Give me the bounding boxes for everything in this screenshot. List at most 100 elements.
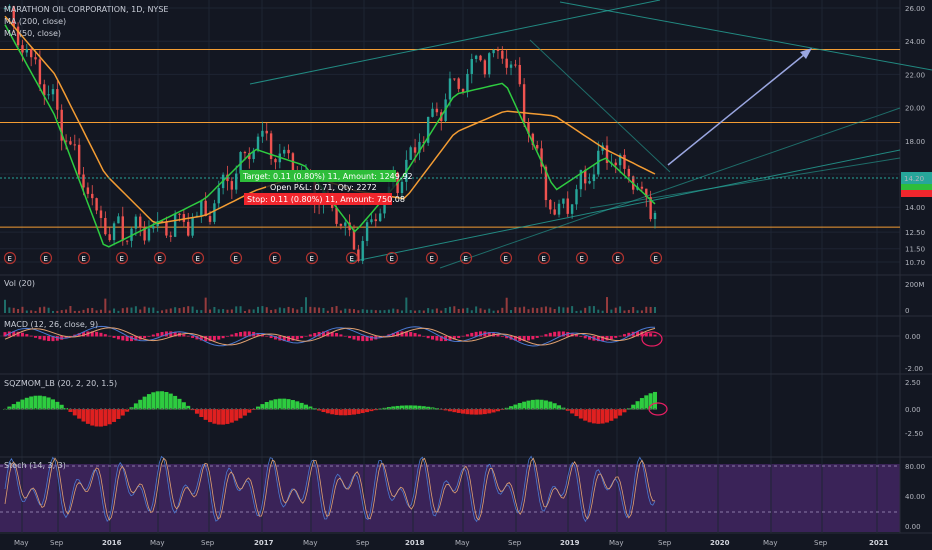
earnings-marker-icon[interactable] xyxy=(268,251,282,265)
squeeze-dot xyxy=(597,408,600,410)
squeeze-bar xyxy=(391,406,396,410)
earnings-marker-icon[interactable] xyxy=(499,251,513,265)
squeeze-bar xyxy=(304,404,309,410)
macd-hist-bar xyxy=(239,332,243,337)
volume-bar xyxy=(444,307,447,313)
earnings-marker-icon[interactable] xyxy=(305,251,319,265)
squeeze-bar xyxy=(365,409,370,413)
volume-bar xyxy=(440,310,443,313)
squeeze-bar xyxy=(351,409,356,415)
candle-body xyxy=(29,49,33,58)
time-axis-label: May xyxy=(150,539,164,547)
earnings-marker-label: E xyxy=(504,255,508,263)
time-axis[interactable]: May Sep 2016 May Sep 2017 May Sep 2018 May Sep 2019… xyxy=(14,539,889,547)
macd-hist-bar xyxy=(439,336,443,342)
volume-bar xyxy=(38,307,41,313)
macd-hist-bar xyxy=(82,332,86,337)
trend-lines[interactable] xyxy=(249,0,932,269)
squeeze-bar xyxy=(273,399,278,410)
volume-bar xyxy=(483,309,486,313)
squeeze-dot xyxy=(248,408,251,410)
squeeze-dot xyxy=(34,408,37,410)
lower-channel-line[interactable] xyxy=(349,149,901,263)
earnings-marker-icon[interactable] xyxy=(115,251,129,265)
candle-body xyxy=(77,144,81,175)
earnings-marker-icon[interactable] xyxy=(459,251,473,265)
wedge-lower-line[interactable] xyxy=(589,157,901,209)
macd-hist-bar xyxy=(221,336,225,339)
macd-hist-bar xyxy=(304,336,308,337)
earnings-marker-icon[interactable] xyxy=(77,251,91,265)
candle-body xyxy=(3,8,7,10)
squeeze-bar xyxy=(330,409,335,415)
macd-highlight-circle[interactable] xyxy=(641,331,663,347)
upper-channel-line[interactable] xyxy=(249,0,661,85)
earnings-marker-icon[interactable] xyxy=(385,251,399,265)
lower-channel-line-2[interactable] xyxy=(439,107,901,269)
squeeze-bar xyxy=(491,409,496,413)
squeeze-bar xyxy=(247,409,252,413)
volume-bar xyxy=(169,308,172,313)
trade-position[interactable]: Target: 0.11 (0.80%) 11, Amount: 1249.92… xyxy=(240,170,413,205)
earnings-marker-icon[interactable] xyxy=(191,251,205,265)
squeeze-dot xyxy=(178,408,181,410)
macd-axis-label: -2.00 xyxy=(905,365,923,373)
projection-arrow[interactable] xyxy=(667,48,812,166)
squeeze-dot xyxy=(505,408,508,410)
legend: MARATHON OIL CORPORATION, 1D, NYSE MA (2… xyxy=(4,5,168,470)
squeeze-highlight-circle[interactable] xyxy=(648,402,668,416)
squeeze-dot xyxy=(43,408,46,410)
macd-hist-bar xyxy=(352,336,356,340)
macd-hist-bar xyxy=(300,336,304,339)
macd-hist-bar xyxy=(339,334,343,337)
target-box[interactable] xyxy=(240,170,396,182)
squeeze-dot xyxy=(200,408,203,410)
stop-box[interactable] xyxy=(244,193,392,205)
earnings-marker-label: E xyxy=(120,255,124,263)
volume-bar xyxy=(649,306,652,313)
squeeze-bar xyxy=(513,404,518,410)
volume-bar xyxy=(435,308,438,313)
squeeze-dot xyxy=(222,408,225,410)
volume-bar xyxy=(562,307,565,313)
wedge-upper-line[interactable] xyxy=(529,39,671,173)
squeeze-bar xyxy=(229,409,234,423)
earnings-marker-icon[interactable] xyxy=(153,251,167,265)
earnings-marker-icon[interactable] xyxy=(39,251,53,265)
earnings-marker-icon[interactable] xyxy=(649,251,663,265)
volume-bar xyxy=(453,306,456,313)
earnings-marker-icon[interactable] xyxy=(345,251,359,265)
earnings-marker-icon[interactable] xyxy=(611,251,625,265)
macd-hist-bar xyxy=(474,331,478,337)
squeeze-bar xyxy=(81,409,86,422)
candle-body xyxy=(474,55,478,59)
macd-hist-bar xyxy=(247,331,251,337)
candle-body xyxy=(73,144,76,146)
squeeze-bar xyxy=(299,402,304,410)
squeeze-dot xyxy=(488,408,491,410)
squeeze-bar xyxy=(456,409,461,413)
candle-body xyxy=(527,122,530,134)
volume-bar xyxy=(331,307,334,313)
volume-bar xyxy=(518,307,521,313)
squeeze-dot xyxy=(318,408,321,410)
volume-bar xyxy=(139,309,142,313)
squeeze-bar xyxy=(482,409,487,415)
upper-descending-line[interactable] xyxy=(559,1,932,71)
earnings-marker-icon[interactable] xyxy=(425,251,439,265)
volume-bar xyxy=(291,308,294,313)
macd-hist-bar xyxy=(548,332,552,337)
volume-bar xyxy=(396,309,399,313)
earnings-marker-icon[interactable] xyxy=(537,251,551,265)
earnings-marker-icon[interactable] xyxy=(229,251,243,265)
earnings-marker-icon[interactable] xyxy=(575,251,589,265)
squeeze-bar xyxy=(321,409,326,413)
macd-hist-bar xyxy=(130,336,134,342)
volume-bar xyxy=(99,309,102,313)
earnings-marker-icon[interactable] xyxy=(3,251,17,265)
squeeze-dot xyxy=(209,408,212,410)
volume-bar xyxy=(379,310,382,313)
squeeze-dot xyxy=(51,408,54,410)
